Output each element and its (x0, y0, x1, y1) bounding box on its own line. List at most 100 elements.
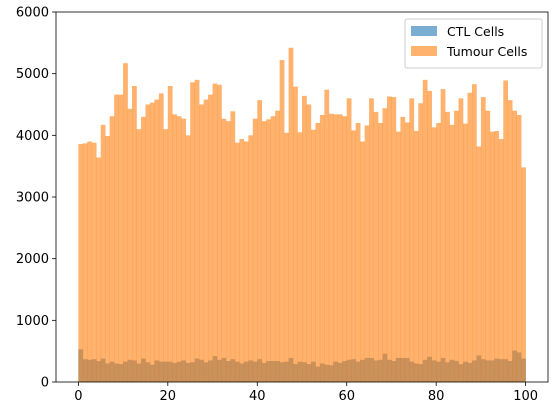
tumour-cells-bars (78, 47, 526, 383)
tumour-cells-bar (118, 94, 124, 382)
tumour-cells-bar (302, 95, 307, 382)
tumour-cells-bar (105, 135, 110, 382)
tumour-cells-bar (176, 116, 182, 382)
tumour-cells-bar (476, 146, 482, 382)
tumour-cells-bar (234, 142, 240, 382)
tumour-cells-bar (252, 118, 258, 382)
tumour-cells-bar (225, 121, 231, 383)
tumour-cells-bar (257, 100, 263, 382)
tumour-cells-bar (485, 110, 491, 383)
tumour-cells-bar (208, 94, 213, 382)
y-tick-label: 2000 (16, 252, 49, 267)
tumour-cells-bar (422, 79, 428, 382)
tumour-cells-bar (355, 123, 361, 382)
tumour-cells-bar (471, 84, 477, 383)
tumour-cells-bar (172, 114, 178, 382)
tumour-cells-bar (342, 116, 348, 382)
tumour-cells-bar (217, 84, 222, 383)
tumour-cells-bar (154, 99, 160, 383)
tumour-cells-bar (337, 114, 343, 382)
tumour-cells-bar (109, 116, 115, 382)
tumour-cells-bar (279, 60, 285, 382)
tumour-cells-bar (400, 116, 406, 382)
tumour-cells-bar (382, 108, 388, 382)
tumour-cells-bar (221, 118, 227, 382)
tumour-cells-bar (431, 127, 437, 382)
tumour-cells-bar (440, 89, 446, 382)
tumour-cells-bar (140, 116, 146, 382)
x-axis: 0 20 40 60 80 100 (74, 382, 538, 404)
tumour-cells-bar (288, 47, 294, 383)
tumour-cells-bar (512, 110, 517, 383)
tumour-cells-bar (480, 97, 486, 382)
tumour-cells-bar (319, 114, 325, 382)
tumour-cells-bar (181, 118, 187, 382)
plot-area-frame (55, 11, 549, 383)
tumour-cells-bar (351, 130, 356, 382)
tumour-cells-bar (239, 139, 245, 382)
tumour-cells-bar (386, 96, 392, 382)
tumour-cells-bar (373, 111, 379, 383)
tumour-cells-bar (266, 119, 271, 383)
tumour-cells-bar (516, 114, 522, 382)
tumour-cells-bar (87, 141, 93, 382)
tumour-cells-bar (346, 98, 352, 382)
tumour-cells-bar (324, 89, 330, 382)
tumour-cells-bar (503, 80, 509, 382)
tumour-cells-bar (185, 135, 191, 382)
tumour-cells-bar (507, 100, 513, 382)
legend-box (404, 18, 543, 69)
x-tick-label: 80 (428, 389, 445, 404)
x-tick-label: 40 (249, 389, 266, 404)
tumour-cells-bar (91, 142, 97, 382)
tumour-cells-bar (293, 86, 298, 382)
tumour-cells-bar (127, 108, 133, 383)
tumour-cells-bar (243, 141, 249, 382)
tumour-cells-bar (378, 123, 383, 382)
tumour-cells-bar (498, 139, 504, 382)
tumour-cells-bar (96, 157, 102, 382)
tumour-cells-bar (270, 116, 276, 382)
tumour-cells-bar (123, 63, 128, 382)
legend-swatch-ctl-cells (411, 26, 437, 36)
tumour-cells-bar (248, 135, 254, 382)
tumour-cells-bar (167, 86, 173, 382)
y-axis: 0 1000 2000 3000 4000 5000 6000 (16, 6, 56, 391)
tumour-cells-bar (114, 94, 119, 382)
tumour-cells-bar (212, 83, 218, 383)
tumour-cells-bar (136, 129, 142, 382)
tumour-cells-bar (145, 104, 151, 382)
y-tick-label: 6000 (16, 6, 49, 21)
tumour-cells-bar (132, 86, 137, 382)
legend: CTL Cells Tumour Cells (404, 18, 543, 69)
x-tick-label: 60 (338, 389, 355, 404)
tumour-cells-bar (418, 103, 424, 383)
y-tick-label: 5000 (16, 67, 49, 82)
tumour-cells-bar (395, 131, 401, 382)
tumour-cells-bar (149, 102, 155, 383)
tumour-cells-bar (306, 104, 312, 382)
tumour-cells-bar (261, 121, 267, 383)
x-tick-label: 0 (74, 389, 82, 404)
tumour-cells-bar (297, 132, 303, 382)
tumour-cells-bar (158, 93, 164, 383)
tumour-cells-bar (328, 113, 334, 382)
tumour-cells-bar (199, 104, 204, 382)
legend-swatch-tumour-cells (411, 46, 437, 56)
tumour-cells-bar (449, 124, 455, 382)
y-tick-label: 0 (41, 376, 49, 391)
tumour-cells-bar (333, 114, 339, 382)
tumour-cells-bar (100, 124, 106, 382)
tumour-cells-bar (310, 129, 316, 382)
tumour-cells-bar (391, 97, 397, 382)
tumour-cells-bar (163, 129, 169, 382)
tumour-cells-bar (78, 143, 84, 382)
tumour-cells-bar (315, 123, 321, 382)
tumour-cells-bar (409, 98, 415, 382)
tumour-cells-bar (489, 131, 495, 382)
tumour-cells-bar (427, 90, 433, 382)
tumour-cells-bar (436, 123, 441, 382)
x-tick-label: 20 (160, 389, 177, 404)
tumour-cells-bar (404, 122, 410, 382)
x-tick-label: 100 (513, 389, 538, 404)
